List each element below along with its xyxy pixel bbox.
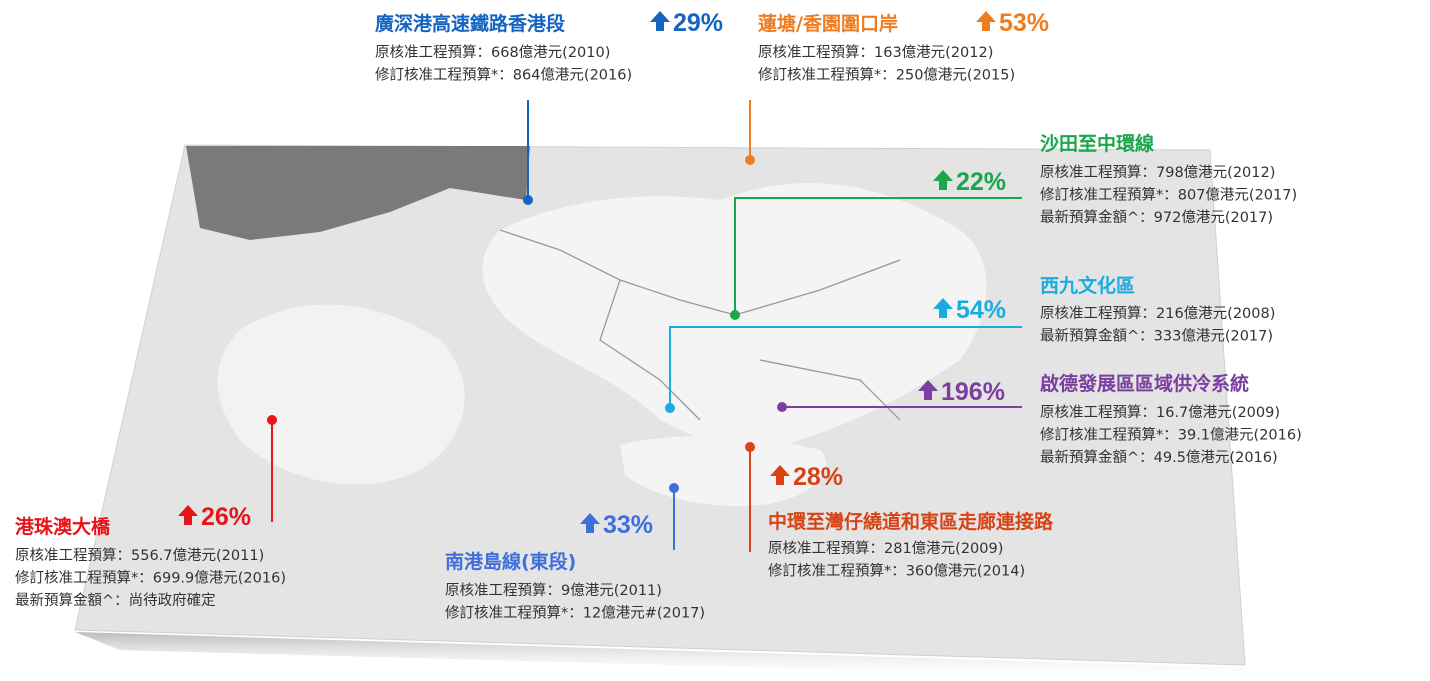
marker-dot — [669, 483, 679, 493]
up-arrow — [933, 170, 953, 190]
marker-dot — [665, 403, 675, 413]
up-arrow — [580, 513, 600, 533]
project-name: 南港島線(東段) — [445, 550, 576, 573]
marker-dot — [523, 195, 533, 205]
mainland — [186, 146, 530, 240]
up-arrow — [918, 380, 938, 400]
up-arrow — [770, 465, 790, 485]
budget-line: 修訂核准工程預算*：360億港元(2014) — [768, 563, 1025, 580]
district-borders — [499, 229, 901, 421]
budget-line: 最新預算金額^：972億港元(2017) — [1040, 209, 1273, 226]
budget-line: 原核准工程預算：9億港元(2011) — [445, 582, 662, 599]
connector — [734, 197, 1022, 315]
budget-line: 修訂核准工程預算*：39.1億港元(2016) — [1040, 427, 1302, 444]
marker-dot — [745, 155, 755, 165]
project-name: 蓮塘/香園圍口岸 — [758, 12, 898, 35]
budget-line: 修訂核准工程預算*：12億港元#(2017) — [445, 605, 705, 622]
percent-change: 26% — [201, 503, 251, 531]
connector — [669, 326, 1022, 408]
up-arrow — [650, 11, 670, 31]
percent-change: 29% — [673, 9, 723, 37]
project-name: 中環至灣仔繞道和東區走廊連接路 — [768, 510, 1054, 533]
project-name: 沙田至中環線 — [1040, 132, 1154, 155]
annotations: 廣深港高速鐵路香港段 29% 原核准工程預算：668億港元(2010) 修訂核准工程預… — [15, 9, 1302, 622]
up-arrow — [178, 505, 198, 525]
budget-line: 修訂核准工程預算*：864億港元(2016) — [375, 67, 632, 84]
budget-line: 原核准工程預算：556.7億港元(2011) — [15, 547, 264, 564]
budget-line: 原核准工程預算：163億港元(2012) — [758, 44, 993, 61]
percent-change: 28% — [793, 463, 843, 491]
budget-line: 修訂核准工程預算*：807億港元(2017) — [1040, 187, 1297, 204]
marker-dot — [267, 415, 277, 425]
budget-line: 原核准工程預算：281億港元(2009) — [768, 540, 1003, 557]
percent-change: 196% — [941, 378, 1005, 406]
up-arrow — [933, 298, 953, 318]
up-arrow — [976, 11, 996, 31]
lantau — [217, 304, 465, 485]
marker-dot — [730, 310, 740, 320]
marker-dot — [745, 442, 755, 452]
budget-line: 原核准工程預算：216億港元(2008) — [1040, 305, 1275, 322]
project-name: 廣深港高速鐵路香港段 — [375, 12, 566, 35]
budget-line: 原核准工程預算：668億港元(2010) — [375, 44, 610, 61]
budget-line: 最新預算金額^：尚待政府確定 — [15, 592, 216, 609]
budget-line: 原核准工程預算：16.7億港元(2009) — [1040, 404, 1280, 421]
project-name: 西九文化區 — [1040, 274, 1135, 297]
budget-line: 修訂核准工程預算*：250億港元(2015) — [758, 67, 1015, 84]
budget-line: 原核准工程預算：798億港元(2012) — [1040, 164, 1275, 181]
project-name: 啟德發展區區域供冷系統 — [1040, 372, 1249, 395]
percent-change: 22% — [956, 168, 1006, 196]
percent-change: 53% — [999, 9, 1049, 37]
percent-change: 54% — [956, 296, 1006, 324]
map-shadow — [75, 632, 1250, 681]
budget-line: 最新預算金額^：333億港元(2017) — [1040, 328, 1273, 345]
budget-line: 最新預算金額^：49.5億港元(2016) — [1040, 449, 1278, 466]
project-name: 港珠澳大橋 — [15, 515, 111, 538]
marker-dot — [777, 402, 787, 412]
percent-change: 33% — [603, 511, 653, 539]
budget-line: 修訂核准工程預算*：699.9億港元(2016) — [15, 570, 286, 587]
